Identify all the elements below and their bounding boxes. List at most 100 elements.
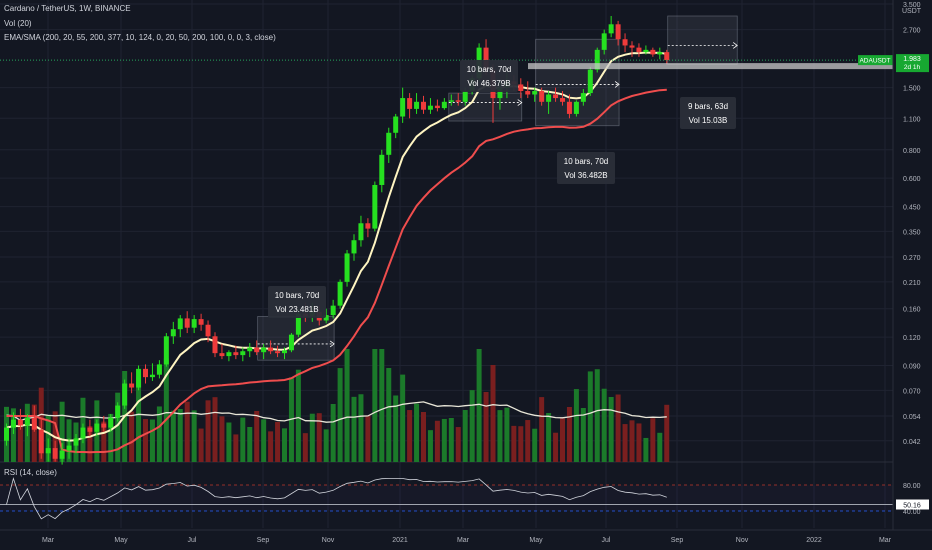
range-arrowhead — [329, 340, 335, 348]
volume-bar — [629, 420, 635, 462]
range-arrowhead — [732, 42, 738, 49]
candle — [344, 249, 350, 287]
annotation-volume: Vol 36.482B — [564, 171, 607, 180]
candle — [177, 315, 183, 338]
candle — [122, 379, 128, 409]
candle — [580, 89, 586, 106]
volume-bar — [143, 419, 148, 462]
volume-bar — [601, 388, 607, 462]
volume-bar — [59, 401, 65, 462]
range-annotation: 10 bars, 70d Vol 46.379B — [460, 60, 518, 92]
price-tick-label: 0.070 — [903, 388, 921, 395]
price-tick-label: 3.500 — [903, 2, 921, 9]
range-box — [448, 92, 523, 122]
price-axis[interactable]: 3.500 2.700 1.500 1.100 0.800 0.600 0.450 0.350… — [892, 0, 921, 530]
candle — [52, 440, 58, 462]
candle — [38, 419, 44, 459]
volume-bar — [226, 422, 232, 462]
volume-bar — [587, 371, 593, 462]
volume-bar — [532, 428, 538, 462]
candle — [365, 218, 371, 238]
range-box — [667, 15, 738, 65]
candle — [282, 347, 287, 360]
candle — [351, 234, 357, 261]
candle — [546, 91, 552, 114]
volume-bar — [149, 419, 155, 462]
candle — [254, 340, 260, 356]
volume-bar — [170, 410, 176, 462]
candle — [657, 47, 663, 60]
rsi-line — [6, 477, 667, 520]
candle — [400, 87, 406, 123]
candle — [108, 414, 114, 432]
volume-bar — [650, 418, 656, 462]
current-price-text: 1.983 — [903, 56, 921, 63]
volume-bar — [546, 413, 552, 462]
volume-bar — [344, 349, 350, 462]
volume-bar — [400, 374, 406, 462]
annotation-volume: Vol 23.481B — [275, 305, 318, 314]
candle — [219, 343, 225, 360]
price-tick-label: 0.160 — [903, 307, 921, 314]
volume-bar — [212, 397, 218, 462]
price-tick-label: 0.270 — [903, 255, 921, 262]
range-annotation: 10 bars, 70d Vol 23.481B — [268, 286, 326, 318]
candle — [129, 372, 135, 394]
volume-bar — [240, 417, 246, 462]
ema-legend: EMA/SMA (200, 20, 55, 200, 377, 10, 124,… — [4, 33, 276, 42]
candle — [24, 414, 30, 437]
volume-bar — [441, 418, 447, 462]
candle — [17, 408, 23, 430]
countdown-text: 2d 1h — [904, 64, 921, 71]
time-tick-label: Nov — [736, 537, 749, 544]
ema-fast-line — [6, 51, 667, 442]
candle — [212, 332, 218, 358]
volume-bar — [191, 410, 197, 462]
volume-bar — [455, 427, 461, 462]
volume-bar — [337, 368, 343, 462]
volume-bar — [421, 412, 426, 462]
candle — [518, 78, 524, 99]
volume-bar — [573, 389, 579, 462]
time-axis[interactable]: Mar May Jul Sep Nov 2021 Mar May Jul Sep Nov 2022 Ma… — [0, 529, 932, 544]
candle — [115, 402, 121, 422]
volume-bar — [129, 411, 135, 462]
candle — [45, 438, 51, 462]
candle — [170, 321, 176, 344]
volume-bar — [10, 408, 16, 462]
volume-bar — [219, 416, 225, 462]
rsi-legend: RSI (14, close) — [4, 468, 57, 477]
volume-bar — [560, 418, 565, 462]
time-tick-label: Mar — [457, 537, 470, 544]
candle — [421, 95, 426, 114]
volume-bar — [198, 428, 204, 462]
candle — [149, 363, 155, 381]
time-tick-label: Sep — [257, 537, 270, 544]
current-price-badge — [896, 54, 929, 73]
volume-bar — [490, 365, 496, 462]
price-highlight-band — [528, 63, 893, 70]
volume-bar — [539, 397, 545, 462]
annotation-volume: Vol 15.03B — [689, 116, 728, 125]
volume-bar — [101, 421, 107, 462]
symbol-label — [858, 55, 893, 66]
volume-bar — [615, 394, 621, 462]
volume-bar — [379, 349, 385, 462]
candle — [372, 181, 378, 232]
price-tick-label: 0.450 — [903, 205, 921, 212]
candle — [191, 315, 197, 334]
volume-bar — [115, 392, 121, 462]
symbol-label-text: ADAUSDT — [859, 58, 890, 65]
candle — [233, 345, 239, 360]
price-tick-label: 2.700 — [903, 28, 921, 35]
time-tick-label: May — [529, 537, 543, 544]
candle — [184, 311, 190, 334]
candle — [407, 93, 413, 119]
candle — [636, 43, 642, 57]
volume-bar — [365, 415, 371, 462]
volume-bar — [233, 434, 239, 462]
candle — [525, 81, 531, 99]
time-tick-label: 2021 — [392, 537, 408, 544]
volume-bar — [358, 394, 364, 462]
